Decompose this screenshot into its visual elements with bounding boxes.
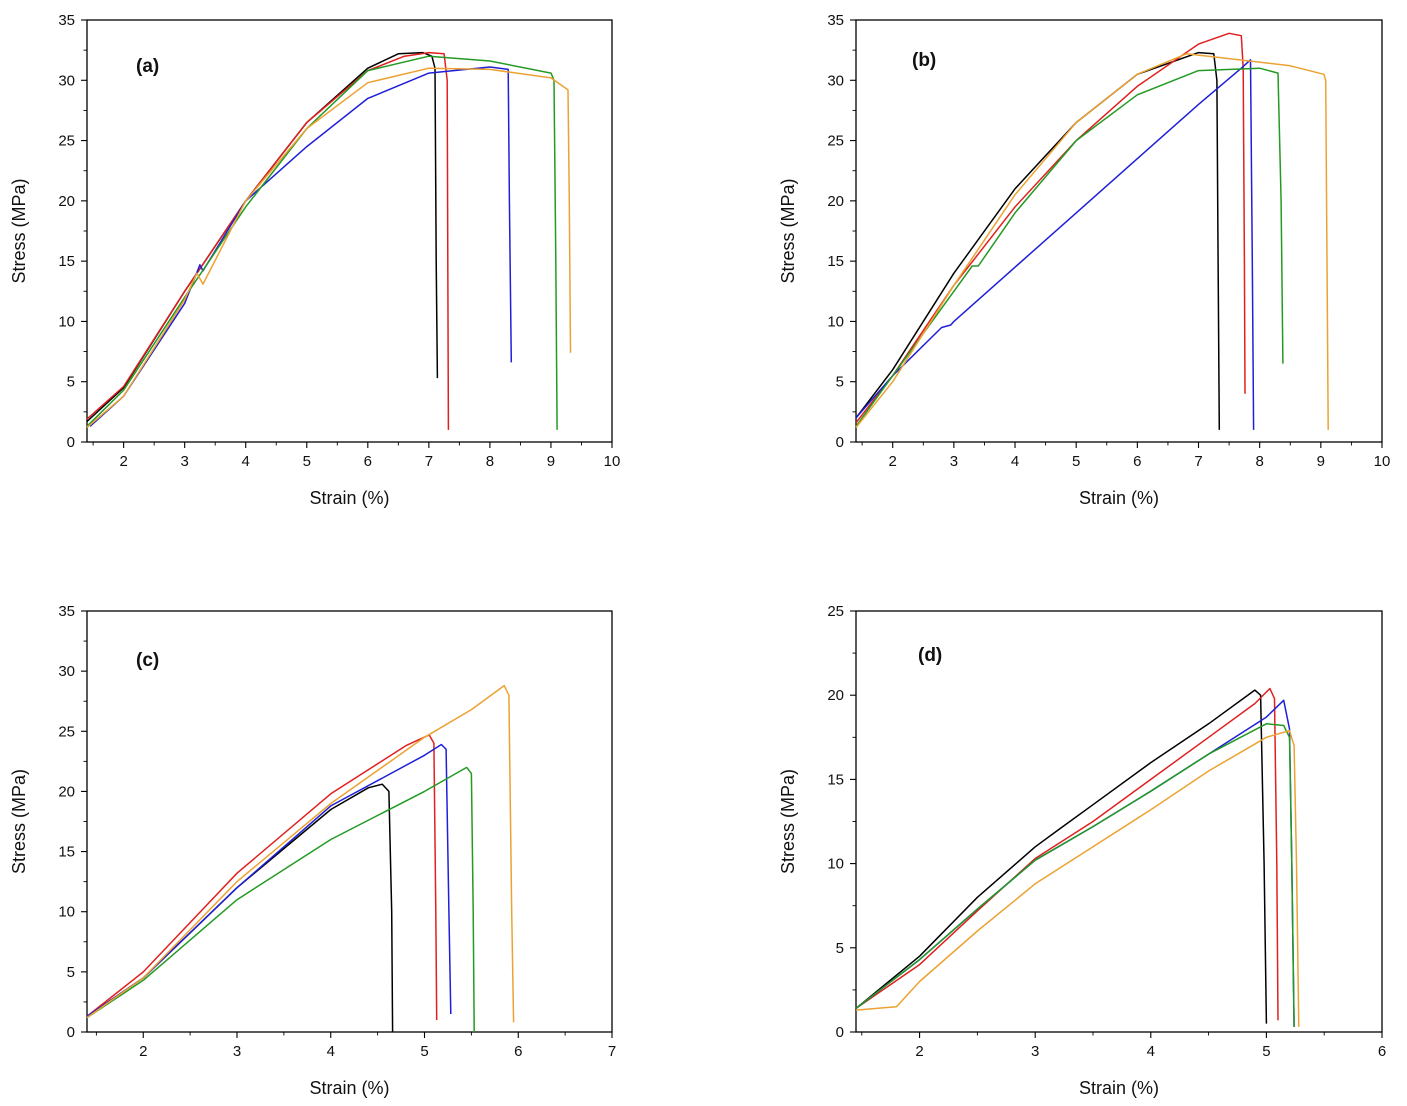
panel-b-x-tick-label: 5 (1072, 453, 1080, 470)
panel-b-x-axis-title: Strain (%) (1079, 488, 1159, 508)
panel-d-y-tick-label: 25 (827, 603, 844, 620)
panel-d-curve-orange (855, 729, 1300, 1027)
panel-a-y-tick-label: 20 (58, 193, 75, 210)
panel-b-y-tick-label: 0 (836, 434, 844, 451)
panel-b-x-tick-label: 2 (889, 453, 897, 470)
panel-b-curve-blue (855, 59, 1255, 430)
panel-d: 2 3 4 5 6 0 5 10 15 20 25 Strain (%) Stress (MPa) (d) (778, 603, 1386, 1098)
panel-a-curve-red (86, 51, 450, 430)
panel-c-y-tick-label: 20 (58, 783, 75, 800)
panel-d-x-tick-label: 3 (1031, 1043, 1039, 1060)
panel-c-x-tick-label: 6 (514, 1043, 522, 1060)
panel-c-curve-orange (86, 684, 515, 1023)
panel-d-x-tick-label: 2 (915, 1043, 923, 1060)
panel-c-y-tick-label: 0 (67, 1024, 75, 1041)
panel-c-x-tick-label: 7 (608, 1043, 616, 1060)
panel-d-y-tick-label: 5 (836, 940, 844, 957)
panel-a-y-tick-label: 0 (67, 434, 75, 451)
panel-d-y-tick-label: 20 (827, 687, 844, 704)
panel-b-x-tick-label: 4 (1011, 453, 1019, 470)
panel-b-x-tick-label: 6 (1133, 453, 1141, 470)
panel-a-x-tick-label: 4 (242, 453, 250, 470)
panel-c-y-tick-label: 10 (58, 904, 75, 921)
panel-a-x-tick-label: 9 (547, 453, 555, 470)
panel-c-x-tick-label: 5 (420, 1043, 428, 1060)
panel-c-y-tick-label: 25 (58, 723, 75, 740)
panel-c-x-tick-label: 3 (233, 1043, 241, 1060)
panel-d-curve-red (855, 687, 1279, 1021)
panel-a-x-tick-label: 5 (303, 453, 311, 470)
panel-a-curve-blue (89, 66, 513, 427)
panel-b-y-axis-title: Stress (MPa) (778, 178, 798, 283)
panel-d-x-tick-label: 4 (1147, 1043, 1155, 1060)
panel-a: 2 3 4 5 6 7 8 9 10 0 5 10 15 20 25 30 35 Strain (%) Stress… (9, 12, 620, 508)
panel-b-curve-orange (855, 53, 1329, 430)
panel-c-y-tick-label: 15 (58, 844, 75, 861)
panel-b-y-tick-label: 25 (827, 133, 844, 150)
panel-d-curve-blue (855, 699, 1295, 1027)
panel-d-label: (d) (918, 645, 942, 666)
panel-d-y-axis-title: Stress (MPa) (778, 769, 798, 874)
panel-b-x-tick-label: 9 (1317, 453, 1325, 470)
panel-a-x-tick-label: 3 (181, 453, 189, 470)
panel-c-label: (c) (136, 650, 159, 671)
panel-b-y-tick-label: 30 (827, 72, 844, 89)
panel-a-x-tick-label: 7 (425, 453, 433, 470)
panel-a-x-tick-label: 8 (486, 453, 494, 470)
panel-d-x-tick-label: 5 (1262, 1043, 1270, 1060)
panel-c-curve-black (86, 783, 394, 1033)
panel-b-curve-red (855, 32, 1246, 424)
panel-c-x-axis-title: Strain (%) (309, 1078, 389, 1098)
panel-a-curve-green (86, 55, 558, 430)
panel-b-x-tick-label: 3 (950, 453, 958, 470)
panel-a-x-tick-label: 2 (119, 453, 127, 470)
panel-b-y-tick-label: 5 (836, 374, 844, 391)
panel-d-y-tick-label: 10 (827, 856, 844, 873)
panel-a-y-tick-label: 10 (58, 313, 75, 330)
panel-a-plot-frame (86, 19, 613, 443)
panel-a-x-axis-title: Strain (%) (309, 488, 389, 508)
panel-a-curve-orange (86, 67, 572, 429)
panel-d-curve-green (855, 723, 1295, 1027)
panel-d-x-tick-label: 6 (1378, 1043, 1386, 1060)
panel-a-x-tick-label: 6 (364, 453, 372, 470)
panel-b-y-tick-label: 10 (827, 313, 844, 330)
panel-b-plot-frame (855, 19, 1383, 443)
panel-c-x-tick-label: 4 (327, 1043, 335, 1060)
panel-a-x-tick-label: 10 (604, 453, 621, 470)
panel-a-y-tick-label: 35 (58, 12, 75, 29)
panel-b-y-tick-label: 35 (827, 12, 844, 29)
panel-b-y-tick-label: 20 (827, 193, 844, 210)
panel-a-y-tick-label: 25 (58, 133, 75, 150)
panel-c-y-axis-title: Stress (MPa) (9, 769, 29, 874)
panel-c-y-tick-label: 5 (67, 964, 75, 981)
panel-c-y-tick-label: 35 (58, 603, 75, 620)
panel-c-plot-frame (86, 610, 613, 1033)
panel-c-curve-blue (86, 743, 452, 1018)
panel-d-y-tick-label: 15 (827, 771, 844, 788)
panel-b-x-tick-label: 8 (1256, 453, 1264, 470)
panel-c-x-tick-label: 2 (139, 1043, 147, 1060)
panel-b-label: (b) (912, 50, 936, 71)
panel-c-curve-green (86, 766, 475, 1033)
panel-b-curve-green (855, 67, 1284, 427)
panel-b-curve-black (855, 51, 1221, 430)
panel-b-x-tick-label: 7 (1194, 453, 1202, 470)
panel-d-y-tick-label: 0 (836, 1024, 844, 1041)
panel-d-x-axis-title: Strain (%) (1079, 1078, 1159, 1098)
panel-d-curve-black (855, 689, 1268, 1024)
panel-a-y-axis-title: Stress (MPa) (9, 178, 29, 283)
panel-c: 2 3 4 5 6 7 0 5 10 15 20 25 30 35 Strain (%) Stress (MP… (9, 603, 616, 1098)
panel-a-y-tick-label: 5 (67, 374, 75, 391)
panel-b-y-tick-label: 15 (827, 253, 844, 270)
panel-b-x-tick-label: 10 (1374, 453, 1391, 470)
panel-a-y-tick-label: 30 (58, 72, 75, 89)
panel-a-y-tick-label: 15 (58, 253, 75, 270)
panel-c-curve-red (86, 734, 438, 1021)
panel-b: 2 3 4 5 6 7 8 9 10 0 5 10 15 20 25 30 35 Strain (%) Stress… (778, 12, 1390, 508)
panel-c-y-tick-label: 30 (58, 663, 75, 680)
panel-a-label: (a) (136, 56, 159, 77)
